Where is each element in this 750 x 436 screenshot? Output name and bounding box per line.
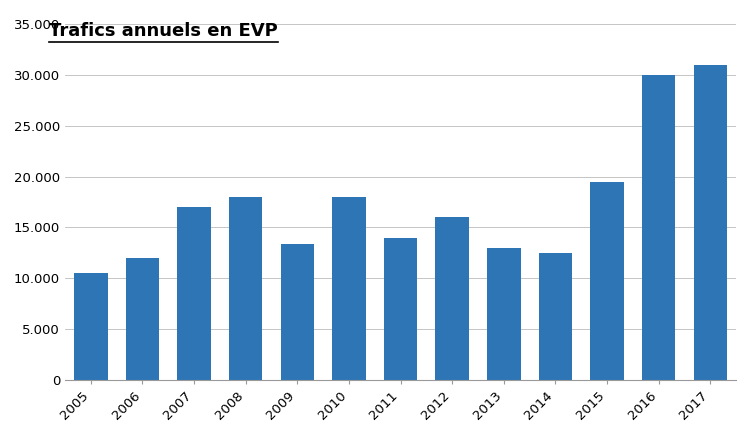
Bar xyxy=(538,253,572,380)
Bar xyxy=(590,182,624,380)
Bar xyxy=(229,197,262,380)
Bar xyxy=(280,244,314,380)
Bar xyxy=(126,258,159,380)
Bar xyxy=(74,273,107,380)
Text: Trafics annuels en EVP: Trafics annuels en EVP xyxy=(49,22,278,40)
Bar xyxy=(436,217,469,380)
Bar xyxy=(384,238,417,380)
Bar xyxy=(487,248,520,380)
Bar xyxy=(642,75,676,380)
Bar xyxy=(332,197,366,380)
Bar xyxy=(694,65,727,380)
Bar xyxy=(177,207,211,380)
